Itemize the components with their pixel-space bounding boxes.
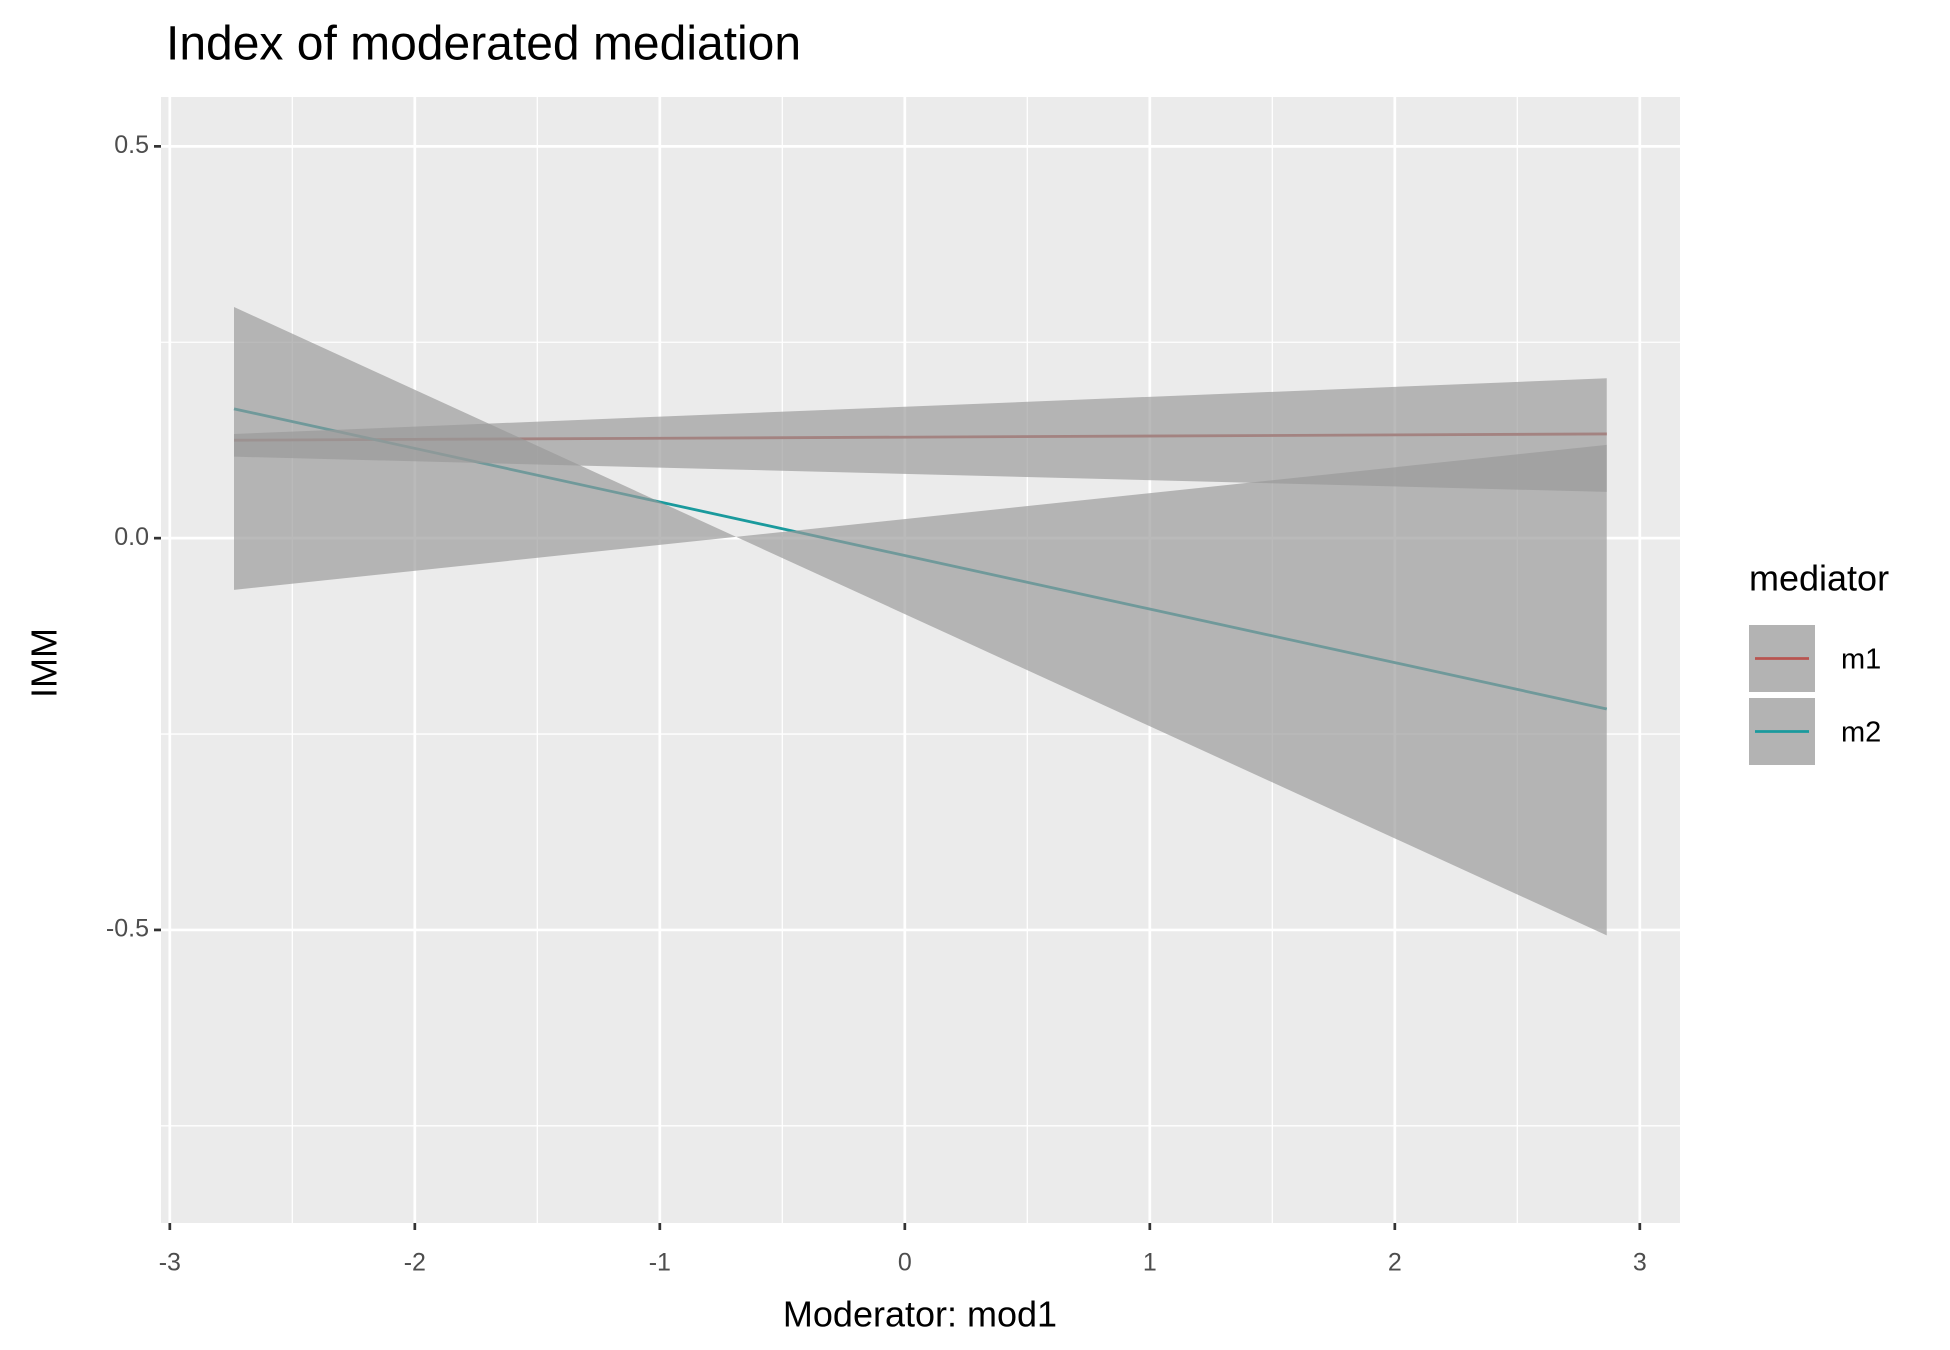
legend-title: mediator [1749, 558, 1889, 599]
x-tick-label: -3 [159, 1249, 181, 1277]
ribbon [234, 306, 1607, 936]
legend-label: m1 [1841, 644, 1881, 676]
y-tick-label: 0.5 [114, 131, 149, 159]
x-tick-label: 1 [1143, 1249, 1157, 1277]
y-axis-title: IMM [24, 628, 65, 698]
x-axis-title: Moderator: mod1 [783, 1294, 1057, 1335]
ribbon [234, 378, 1607, 492]
legend-label: m2 [1841, 717, 1881, 749]
x-tick-label: -2 [404, 1249, 426, 1277]
y-tick-label: 0.0 [114, 523, 149, 551]
chart-title: Index of moderated mediation [166, 18, 801, 71]
x-tick-label: -1 [649, 1249, 671, 1277]
x-tick-label: 3 [1633, 1249, 1647, 1277]
x-tick-label: 2 [1388, 1249, 1402, 1277]
y-tick-label: -0.5 [106, 915, 149, 943]
x-tick-label: 0 [898, 1249, 912, 1277]
